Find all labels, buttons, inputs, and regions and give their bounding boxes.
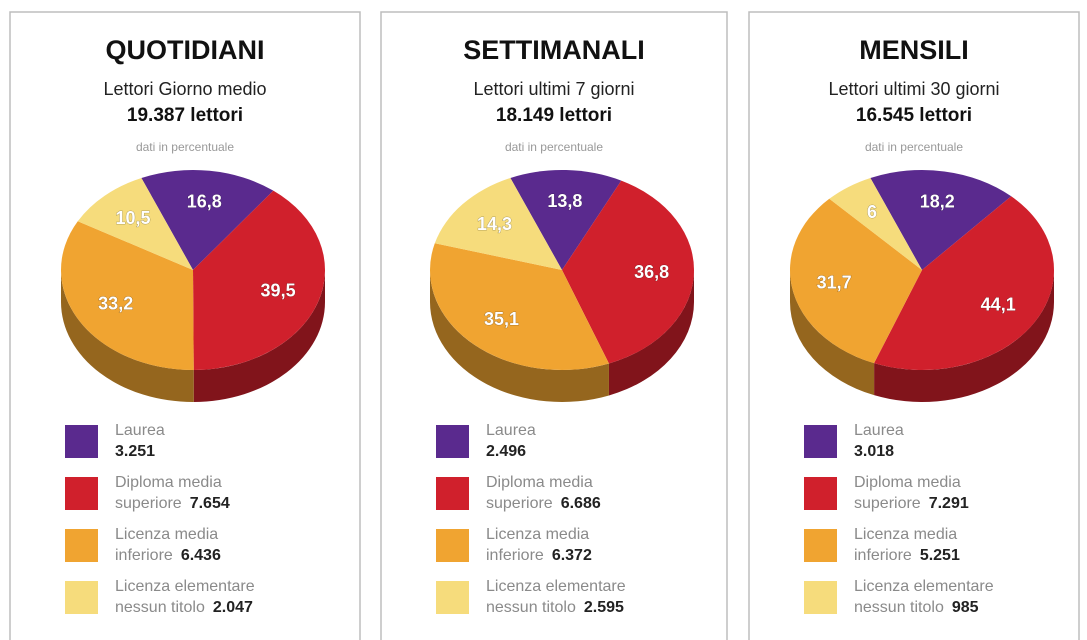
legend-count: 6.686: [561, 495, 601, 512]
pie-slice: [77, 177, 193, 270]
panel-border: [380, 11, 728, 640]
chart-title: MENSILI: [859, 35, 969, 65]
pie-side: [874, 270, 1055, 403]
pie-side: [790, 270, 875, 396]
legend-swatch: [804, 425, 837, 458]
legend-label: Diploma media: [115, 474, 222, 491]
legend-swatch: [65, 425, 98, 458]
slice-label: 35,1: [484, 309, 519, 329]
pie-slice: [60, 221, 194, 370]
legend-count: 2.047: [213, 599, 253, 616]
note: dati in percentuale: [505, 140, 603, 154]
legend-count: 5.251: [920, 547, 960, 564]
legend-label: Laurea: [115, 422, 165, 439]
legend-label: inferiore: [486, 547, 544, 564]
slice-label: 44,1: [981, 295, 1016, 315]
legend-label: inferiore: [854, 547, 912, 564]
legend-label: superiore: [486, 495, 553, 512]
slice-label: 13,8: [547, 191, 582, 211]
legend-label: Licenza media: [486, 526, 589, 543]
legend-label: Laurea: [486, 422, 536, 439]
total-readers: 19.387 lettori: [127, 105, 243, 126]
legend-count: 6.372: [552, 547, 592, 564]
legend-swatch: [804, 581, 837, 614]
pie-side: [193, 270, 325, 402]
pie-panel: QUOTIDIANI Lettori Giorno medio 19.387 let…: [9, 11, 361, 640]
pie-side: [61, 270, 194, 402]
legend-label: Licenza elementare: [854, 578, 994, 595]
pie-panel: MENSILI Lettori ultimi 30 giorni 16.545 le…: [748, 11, 1080, 640]
pie-slice: [790, 198, 922, 364]
legend-swatch: [65, 529, 98, 562]
chart-title: QUOTIDIANI: [106, 35, 265, 65]
legend-swatch: [804, 477, 837, 510]
legend-label: Diploma media: [854, 474, 961, 491]
pie-slice: [434, 177, 562, 270]
chart-subtitle: Lettori ultimi 7 giorni: [473, 79, 634, 99]
pie-slice: [870, 169, 1012, 270]
legend-label: Licenza media: [854, 526, 957, 543]
pie-slice: [510, 170, 622, 270]
total-readers: 16.545 lettori: [856, 105, 972, 126]
pie-side: [608, 270, 694, 396]
pie-slice: [874, 196, 1054, 370]
slice-label: 16,8: [187, 191, 222, 211]
pie-panel: SETTIMANALI Lettori ultimi 7 giorni 18.149…: [380, 11, 728, 640]
legend-count: 6.436: [181, 547, 221, 564]
legend-swatch: [436, 581, 469, 614]
legend-label: nessun titolo: [486, 599, 576, 616]
legend-count: 3.251: [115, 443, 155, 460]
slice-label: 36,8: [634, 262, 669, 282]
chart-subtitle: Lettori ultimi 30 giorni: [828, 79, 999, 99]
legend-count: 2.595: [584, 599, 624, 616]
total-readers: 18.149 lettori: [496, 105, 612, 126]
legend-count: 3.018: [854, 443, 894, 460]
slice-label: 18,2: [920, 192, 955, 212]
legend-swatch: [436, 477, 469, 510]
note: dati in percentuale: [136, 140, 234, 154]
panel-border: [748, 11, 1080, 640]
legend-label: nessun titolo: [115, 599, 205, 616]
legend-swatch: [65, 581, 98, 614]
slice-label: 14,3: [477, 214, 512, 234]
legend-label: Licenza elementare: [115, 578, 255, 595]
legend-swatch: [436, 529, 469, 562]
legend-label: Licenza media: [115, 526, 218, 543]
legend-label: Licenza elementare: [486, 578, 626, 595]
pie-slice: [193, 190, 325, 370]
legend-count: 2.496: [486, 443, 526, 460]
legend-count: 985: [952, 599, 979, 616]
pie-slice: [141, 169, 274, 270]
legend-swatch: [65, 477, 98, 510]
pie-slice: [430, 243, 609, 370]
legend-label: nessun titolo: [854, 599, 944, 616]
legend-label: superiore: [854, 495, 921, 512]
legend-label: superiore: [115, 495, 182, 512]
legend-swatch: [804, 529, 837, 562]
pie-slice: [562, 180, 694, 364]
chart-title: SETTIMANALI: [463, 35, 645, 65]
slice-label: 6: [867, 202, 877, 222]
legend-label: Diploma media: [486, 474, 593, 491]
legend-label: Laurea: [854, 422, 904, 439]
chart-subtitle: Lettori Giorno medio: [103, 79, 266, 99]
slice-label: 10,5: [116, 208, 151, 228]
slice-label: 33,2: [98, 293, 133, 313]
legend-label: inferiore: [115, 547, 173, 564]
legend-swatch: [436, 425, 469, 458]
slice-label: 39,5: [261, 280, 296, 300]
legend-count: 7.291: [929, 495, 969, 512]
panel-border: [9, 11, 361, 640]
legend-count: 7.654: [190, 495, 230, 512]
note: dati in percentuale: [865, 140, 963, 154]
pie-side: [430, 270, 609, 402]
slice-label: 31,7: [817, 272, 852, 292]
pie-slice: [829, 177, 922, 270]
